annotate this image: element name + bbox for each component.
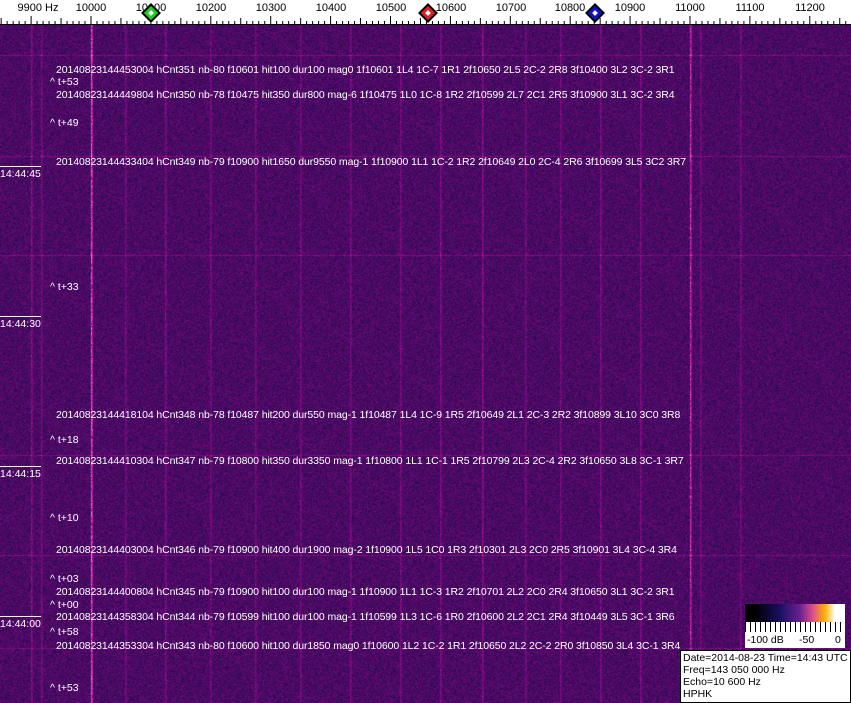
event-line: 20140823144358304 hCnt344 nb-79 f10599 h…	[56, 611, 675, 623]
freq-label: 10300	[255, 2, 287, 14]
info-station: HPHK	[683, 688, 713, 700]
time-offset: ^ t+33	[50, 281, 79, 293]
time-label: 14:44:00	[0, 616, 41, 630]
time-offset: ^ t+18	[50, 434, 79, 446]
colorbar-gradient	[745, 604, 845, 622]
event-line: 20140823144400804 hCnt345 nb-79 f10900 h…	[56, 586, 675, 598]
freq-label: 11100	[735, 2, 765, 14]
freq-label: 10800	[554, 2, 586, 14]
info-box: Date=2014-08-23 Time=14:43 UTC Freq=143 …	[680, 650, 851, 703]
event-line: 20140823144449804 hCnt350 nb-78 f10475 h…	[56, 89, 675, 101]
freq-label: 10000	[75, 2, 107, 14]
colorbar-label: 0	[835, 634, 841, 646]
freq-label: 11000	[675, 2, 705, 14]
freq-label: 10700	[495, 2, 527, 14]
time-offset: ^ t+53	[50, 76, 79, 88]
colorbar: -100 dB -50 0	[745, 604, 845, 648]
time-label: 14:44:30	[0, 316, 41, 330]
time-label: 14:44:45	[0, 166, 41, 180]
freq-label: 9900 Hz	[17, 2, 59, 14]
freq-label: 10900	[614, 2, 646, 14]
freq-label: 10500	[375, 2, 407, 14]
colorbar-label: -100 dB	[747, 634, 784, 646]
time-offset: ^ t+53	[50, 682, 79, 694]
event-line: 20140823144453004 hCnt351 nb-80 f10601 h…	[56, 64, 675, 76]
freq-label: 10400	[315, 2, 347, 14]
freq-label: 11200	[795, 2, 825, 14]
colorbar-label: -50	[799, 634, 815, 646]
time-label: 14:44:15	[0, 466, 41, 480]
frequency-axis: 9900 Hz 10000 10100 10200 10300 10400 10…	[0, 0, 851, 25]
waterfall-display	[0, 25, 851, 703]
info-echo: Echo=10 600 Hz	[683, 676, 761, 688]
freq-label: 10600	[435, 2, 467, 14]
time-offset: ^ t+00	[50, 599, 79, 611]
colorbar-ticks	[745, 622, 845, 632]
event-line: 20140823144418104 hCnt348 nb-78 f10487 h…	[56, 409, 681, 421]
freq-label: 10200	[195, 2, 227, 14]
event-line: 20140823144403004 hCnt346 nb-79 f10900 h…	[56, 544, 677, 556]
time-offset: ^ t+49	[50, 117, 79, 129]
frequency-ticks	[0, 16, 851, 25]
time-offset: ^ t+03	[50, 573, 79, 585]
time-offset: ^ t+58	[50, 626, 79, 638]
event-line: 20140823144353304 hCnt343 nb-80 f10600 h…	[56, 640, 681, 652]
event-line: 20140823144410304 hCnt347 nb-79 f10800 h…	[56, 455, 684, 467]
event-line: 20140823144433404 hCnt349 nb-79 f10900 h…	[56, 156, 686, 168]
time-offset: ^ t+10	[50, 512, 79, 524]
info-freq: Freq=143 050 000 Hz	[683, 664, 785, 676]
info-date: Date=2014-08-23 Time=14:43 UTC	[683, 652, 848, 664]
